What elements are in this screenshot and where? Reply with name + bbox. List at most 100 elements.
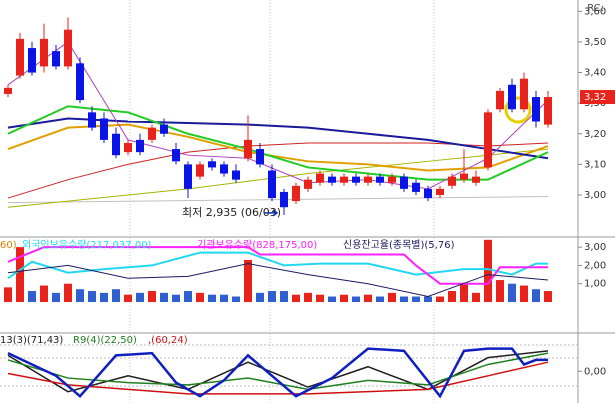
y-tick-label: 3,10: [584, 159, 606, 170]
volume-bar: [436, 296, 444, 302]
candle-body: [340, 176, 348, 183]
volume-bar: [76, 289, 84, 302]
candle-body: [412, 182, 420, 192]
candle-body: [508, 84, 516, 110]
candle-body: [484, 112, 492, 168]
candle-body: [496, 90, 504, 110]
y-tick-label: 3,40: [584, 68, 606, 79]
line-series: [7, 352, 549, 391]
line-series: [7, 105, 549, 181]
last-price-box: [580, 90, 615, 105]
volume-bar: [220, 294, 228, 302]
candle-body: [532, 97, 540, 122]
legend-entry: 기관보유수량(828,175,00): [197, 239, 317, 251]
volume-bar: [328, 296, 336, 302]
candle-body: [268, 170, 276, 199]
candle-body: [520, 78, 528, 110]
top-right-text: RC:: [587, 3, 604, 14]
candle-body: [136, 139, 144, 153]
y-tick-label: 3,00: [584, 190, 606, 201]
volume-bar: [208, 294, 216, 302]
volume-bar: [496, 280, 504, 302]
volume-bar: [88, 291, 96, 302]
volume-bar: [484, 239, 492, 302]
candle-body: [352, 176, 360, 183]
candle-body: [544, 97, 552, 125]
volume-bar: [376, 296, 384, 302]
candle-body: [436, 188, 444, 195]
candle-body: [376, 176, 384, 183]
candle-body: [220, 164, 228, 174]
volume-bar: [112, 289, 120, 302]
legend-entry: 신용잔고율(종목별)(5,76): [343, 239, 455, 251]
volume-bar: [136, 292, 144, 302]
candle-body: [244, 139, 252, 159]
volume-bar: [532, 289, 540, 302]
volume-bar: [280, 291, 288, 302]
volume-bar: [100, 292, 108, 302]
volume-bar: [388, 292, 396, 302]
volume-bar: [412, 296, 420, 302]
volume-bar: [160, 292, 168, 302]
line-series: [7, 347, 548, 399]
candle-body: [472, 176, 480, 183]
volume-bar: [508, 283, 516, 302]
volume-bar: [64, 283, 72, 302]
candle-body: [184, 164, 192, 189]
volume-bar: [340, 294, 348, 302]
candle-body: [64, 29, 72, 67]
candle-body: [424, 188, 432, 199]
legend-entry: 13(3)(71,43): [0, 335, 63, 346]
y-tick-label: 1,00: [584, 279, 606, 290]
line-series: [7, 361, 549, 395]
volume-bar: [304, 292, 312, 302]
candle-body: [460, 173, 468, 180]
candle-body: [304, 179, 312, 189]
volume-bar: [460, 283, 468, 302]
volume-bar: [148, 291, 156, 302]
volume-bar: [244, 259, 252, 302]
volume-bar: [172, 294, 180, 302]
y-tick-label: 3,20: [584, 129, 606, 140]
legend-prefix: 60): [0, 240, 17, 251]
y-tick-label: 3,50: [584, 37, 606, 48]
y-tick-label: 2,00: [584, 260, 606, 271]
candle-body: [148, 127, 156, 140]
candle-body: [40, 38, 48, 67]
candle-body: [172, 149, 180, 162]
y-tick-label: 0,00: [584, 366, 606, 377]
volume-bar: [232, 296, 240, 302]
candle-body: [76, 63, 84, 101]
volume-bar: [28, 291, 36, 302]
volume-bar: [184, 291, 192, 302]
volume-bar: [472, 292, 480, 302]
volume-bar: [544, 291, 552, 302]
line-series: [7, 196, 549, 204]
volume-bar: [364, 294, 372, 302]
line-series: [7, 263, 549, 298]
candle-body: [52, 51, 60, 67]
candle-body: [100, 118, 108, 140]
line-series: [7, 251, 548, 280]
candle-body: [112, 133, 120, 156]
volume-bar: [352, 296, 360, 302]
last-price-label: 3,32: [584, 92, 606, 103]
candle-body: [328, 176, 336, 183]
annotation: 최저 2,935 (06/03): [182, 206, 281, 219]
legend-entry: 외국인보유수량(217,037,00): [22, 239, 152, 251]
candle-body: [256, 149, 264, 165]
candle-body: [448, 176, 456, 186]
volume-bar: [16, 247, 24, 302]
volume-bar: [4, 287, 12, 302]
volume-bar: [124, 294, 132, 302]
volume-bar: [316, 294, 324, 302]
legend-entry: ,(60,24): [148, 335, 188, 346]
candle-body: [124, 142, 132, 153]
volume-bar: [256, 292, 264, 302]
candle-body: [364, 176, 372, 183]
candle-body: [316, 173, 324, 183]
line-series: [7, 123, 549, 172]
candle-body: [160, 124, 168, 134]
volume-bar: [196, 292, 204, 302]
